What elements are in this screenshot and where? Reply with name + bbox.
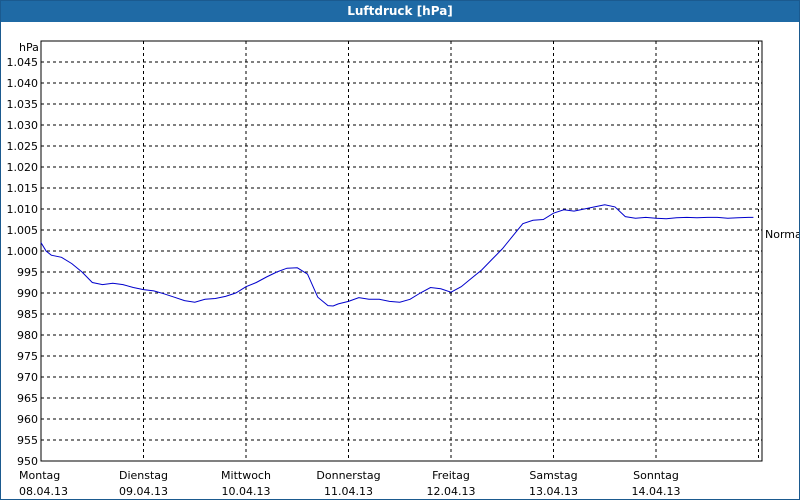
x-tick-date-label: 13.04.13 [529,485,578,498]
x-tick-date-label: 09.04.13 [119,485,168,498]
y-tick-label: 985 [17,308,38,321]
y-tick-label: 970 [17,371,38,384]
y-tick-label: 1.035 [7,98,39,111]
x-tick-date-label: 11.04.13 [324,485,373,498]
y-tick-label: 980 [17,329,38,342]
chart-title: Luftdruck [hPa] [1,1,799,22]
x-tick-day-label: Freitag [432,469,470,482]
y-tick-label: 1.025 [7,140,39,153]
y-tick-label: 1.040 [7,77,39,90]
x-tick-day-label: Sonntag [633,469,679,482]
y-tick-label: 1.005 [7,224,39,237]
y-tick-label: 955 [17,434,38,447]
x-tick-day-label: Montag [19,469,60,482]
y-tick-label: 1.020 [7,161,39,174]
x-tick-day-label: Donnerstag [316,469,380,482]
y-tick-label: 1.015 [7,182,39,195]
x-tick-day-label: Mittwoch [221,469,271,482]
y-tick-label: 995 [17,266,38,279]
x-tick-date-label: 12.04.13 [427,485,476,498]
x-tick-date-label: 14.04.13 [632,485,681,498]
y-tick-label: 950 [17,455,38,468]
y-tick-label: 1.045 [7,56,39,69]
y-tick-label: 990 [17,287,38,300]
x-tick-date-label: 10.04.13 [222,485,271,498]
y-tick-label: 975 [17,350,38,363]
normal-annotation: Normal [765,228,799,241]
y-tick-label: 1.000 [7,245,39,258]
series-line-pressure [40,204,754,307]
x-tick-date-label: 08.04.13 [19,485,68,498]
y-tick-label: 965 [17,392,38,405]
y-tick-label: 1.010 [7,203,39,216]
x-axis-ticks: Montag 08.04.13 Dienstag 09.04.13 Mittwoch 10… [19,469,680,498]
y-tick-label: 960 [17,413,38,426]
plot-area [40,40,763,462]
y-tick-label: 1.030 [7,119,39,132]
x-tick-day-label: Dienstag [119,469,168,482]
grid-lines [41,41,762,462]
y-axis-ticks: 950 955 960 965 970 975 980 985 990 995 1.000 1.005… [7,56,39,468]
y-axis-label: hPa [19,41,39,54]
x-tick-day-label: Samstag [529,469,577,482]
